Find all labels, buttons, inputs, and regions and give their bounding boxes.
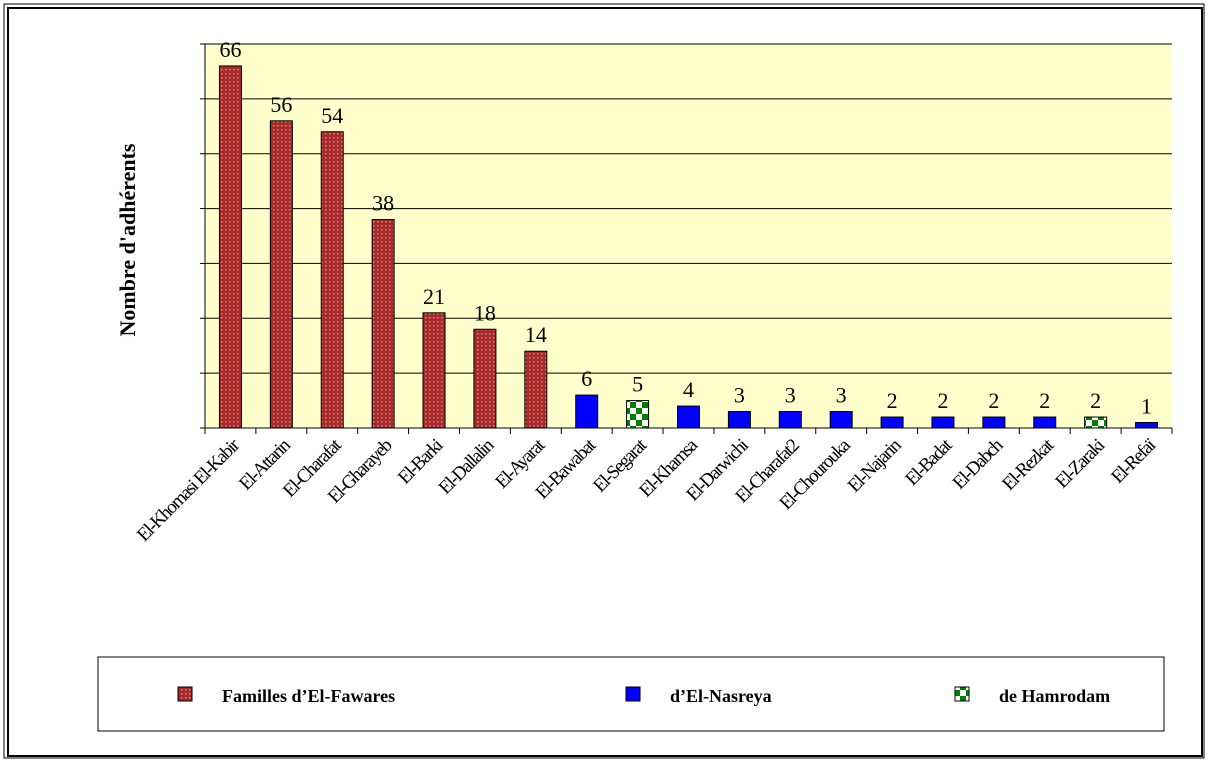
- legend-label: d’El-Nasreya: [670, 686, 772, 706]
- bar: [473, 328, 497, 429]
- data-label: 56: [270, 92, 292, 117]
- data-label: 2: [937, 388, 948, 413]
- outer-frame: [3, 3, 1205, 759]
- bar: [829, 411, 853, 429]
- x-tick-label: El-Zaraki: [1051, 435, 1109, 493]
- inner-frame: [7, 7, 1203, 757]
- data-label: 2: [1039, 388, 1050, 413]
- bar: [778, 411, 802, 429]
- x-tick-label: El-Dabch: [949, 434, 1008, 493]
- legend-swatch: [625, 686, 641, 702]
- data-label: 18: [474, 300, 496, 325]
- bar: [677, 405, 700, 429]
- plot-area: [205, 44, 1172, 428]
- data-label: 3: [734, 383, 745, 408]
- y-axis-label: Nombre d'adhérents: [115, 143, 140, 336]
- data-label: 3: [785, 383, 796, 408]
- bar: [880, 416, 904, 429]
- data-label: 3: [836, 383, 847, 408]
- bar: [1033, 416, 1057, 429]
- x-tick-label: El-Rezkat: [998, 434, 1059, 495]
- legend-swatch: [177, 686, 193, 702]
- bar: [931, 416, 955, 429]
- bar: [269, 120, 293, 429]
- data-label: 14: [525, 322, 547, 347]
- data-label: 2: [887, 388, 898, 413]
- bar: [371, 219, 395, 429]
- bar: [524, 350, 548, 429]
- data-label: 6: [581, 366, 592, 391]
- data-label: 1: [1141, 394, 1152, 419]
- data-label: 38: [372, 191, 394, 216]
- data-label: 2: [988, 388, 999, 413]
- bar: [575, 394, 599, 429]
- bar: [422, 312, 446, 429]
- legend-label: Familles d’El-Fawares: [222, 686, 395, 706]
- x-tick-label: El-Refaï: [1107, 434, 1160, 487]
- bar: [727, 411, 751, 429]
- bar: [1084, 416, 1108, 429]
- bar: [982, 416, 1006, 429]
- bar: [218, 65, 242, 429]
- bar: [320, 131, 344, 429]
- data-label: 4: [683, 377, 694, 402]
- legend-swatch: [954, 686, 970, 702]
- data-label: 5: [632, 372, 643, 397]
- bar: [626, 400, 650, 429]
- legend-label: de Hamrodam: [999, 686, 1110, 706]
- data-label: 54: [321, 103, 343, 128]
- x-tick-label: El-Badat: [901, 434, 957, 490]
- data-label: 21: [423, 284, 445, 309]
- x-tick-label: El-Najarin: [844, 434, 906, 496]
- data-label: 2: [1090, 388, 1101, 413]
- x-tick-label: El-Dallalin: [435, 434, 499, 498]
- bar: [1135, 422, 1159, 429]
- data-label: 66: [219, 37, 241, 62]
- x-tick-label: El-Khomasi El-Kabir: [133, 434, 245, 546]
